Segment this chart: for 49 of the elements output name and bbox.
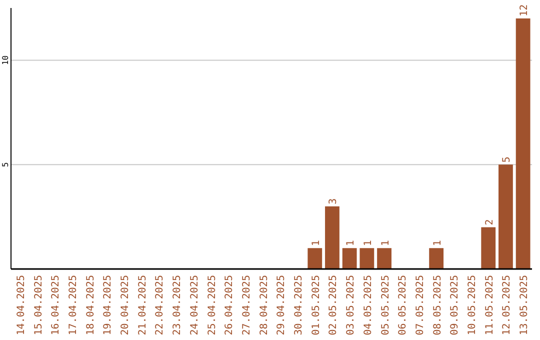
x-tick-label: 25.04.2025 [206,275,218,336]
y-tick-label: 10 [1,55,10,66]
bar [498,164,513,269]
data-label: 5 [502,156,513,163]
x-tick-label: 20.04.2025 [120,275,132,336]
x-tick-label: 15.04.2025 [33,275,44,336]
x-tick-label: 08.05.2025 [432,275,444,336]
x-tick-label: 10.05.2025 [467,275,478,336]
data-label: 2 [484,219,496,226]
x-tick-label: 04.05.2025 [362,275,374,336]
data-label: 1 [346,240,357,246]
x-tick-label: 29.04.2025 [276,275,288,336]
x-tick-label: 16.04.2025 [50,275,62,336]
x-tick-label: 28.04.2025 [258,275,270,336]
bar [360,248,374,269]
x-tick-label: 11.05.2025 [484,275,496,336]
x-tick-label: 03.05.2025 [346,275,357,336]
x-tick-label: 14.04.2025 [16,275,27,336]
x-tick-label: 06.05.2025 [398,275,409,336]
x-tick-label: 26.04.2025 [224,275,236,336]
x-tick-label: 05.05.2025 [380,275,392,336]
data-label: 3 [328,198,340,204]
x-tick-label: 02.05.2025 [328,275,340,336]
data-label: 1 [380,240,392,246]
bar [325,206,340,269]
bar [377,248,392,269]
bar [342,248,357,269]
x-tick-label: 19.04.2025 [102,275,114,336]
x-tick-label: 22.04.2025 [154,275,166,336]
x-tick-label: 27.04.2025 [241,275,252,336]
x-tick-label: 18.04.2025 [85,275,96,336]
x-tick-label: 13.05.2025 [519,275,530,336]
data-label: 12 [519,4,530,16]
x-tick-label: 01.05.2025 [310,275,322,336]
x-tick-label: 30.04.2025 [294,275,305,336]
x-tick-label: 12.05.2025 [502,275,513,336]
data-label: 1 [310,240,322,246]
x-tick-label: 21.04.2025 [137,275,148,336]
bar [429,248,444,269]
x-tick-label: 23.04.2025 [172,275,184,336]
x-tick-label: 07.05.2025 [414,275,426,336]
bar [481,227,496,269]
data-label: 1 [432,240,444,246]
x-tick-label: 09.05.2025 [450,275,461,336]
bar [516,18,530,269]
x-tick-label: 17.04.2025 [68,275,79,336]
data-label: 1 [362,240,374,246]
x-tick-label: 24.04.2025 [189,275,200,336]
bar [308,248,322,269]
